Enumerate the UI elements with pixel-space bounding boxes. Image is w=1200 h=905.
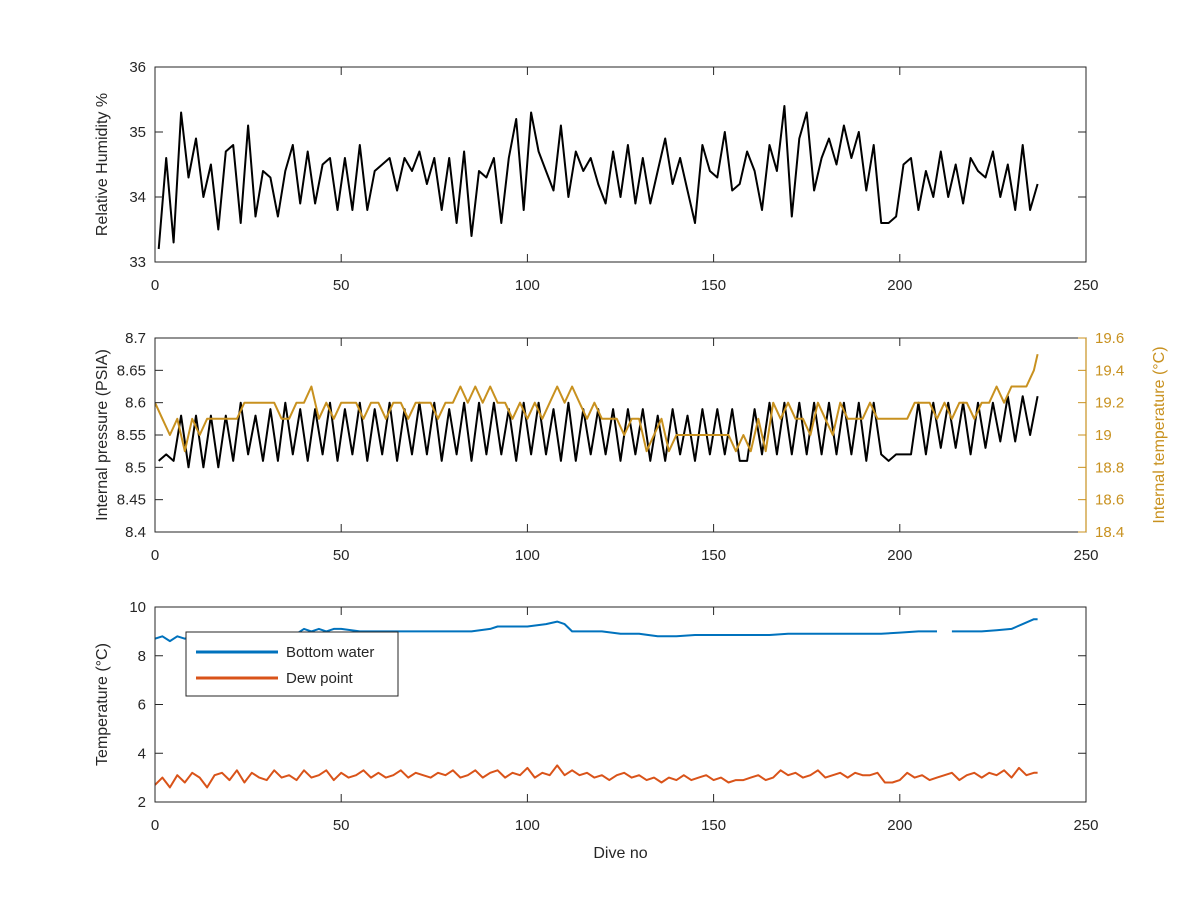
y-tick-label: 8.5 bbox=[125, 459, 146, 476]
y-tick-label: 35 bbox=[129, 124, 146, 141]
chart-panel-1: 0 50 100 150 200 250 33 34 35 36 Relative Humidity… bbox=[94, 59, 1099, 294]
y-tick-label: 8.45 bbox=[117, 492, 146, 509]
y-tick-label: 36 bbox=[129, 59, 146, 76]
y-tick-label: 8.65 bbox=[117, 362, 146, 379]
y-tick-label-right: 18.8 bbox=[1095, 459, 1124, 476]
x-tick-label: 100 bbox=[515, 547, 540, 564]
x-tick-label: 200 bbox=[887, 547, 912, 564]
y-tick-label: 8.7 bbox=[125, 330, 146, 347]
x-tick-label: 0 bbox=[151, 277, 159, 294]
x-tick-label: 50 bbox=[333, 817, 350, 834]
y-tick-label-right: 19.2 bbox=[1095, 395, 1124, 412]
series-line-3-2 bbox=[155, 764, 1038, 789]
x-tick-label: 50 bbox=[333, 277, 350, 294]
y-axis-label: Temperature (°C) bbox=[94, 643, 111, 766]
x-tick-label: 250 bbox=[1073, 817, 1098, 834]
x-tick-label: 150 bbox=[701, 547, 726, 564]
x-axis-label: Dive no bbox=[593, 845, 647, 862]
x-tick-label: 100 bbox=[515, 277, 540, 294]
x-tick-label: 150 bbox=[701, 277, 726, 294]
x-tick-label: 50 bbox=[333, 547, 350, 564]
y-tick-label: 33 bbox=[129, 254, 146, 271]
x-tick-label: 0 bbox=[151, 547, 159, 564]
legend-box bbox=[185, 631, 399, 697]
y-tick-label-right: 18.6 bbox=[1095, 492, 1124, 509]
chart-panel-3: 0 50 100 150 200 250 2 4 6 8 10 Temperature (°C) Div… bbox=[94, 599, 1099, 862]
y-tick-label: 34 bbox=[129, 189, 146, 206]
y-tick-label: 8.55 bbox=[117, 427, 146, 444]
y-tick-label: 8 bbox=[138, 648, 146, 665]
legend: Bottom water Dew point bbox=[185, 631, 399, 697]
y-tick-label: 4 bbox=[138, 745, 146, 762]
x-tick-label: 200 bbox=[887, 817, 912, 834]
chart-panel-2: 0 50 100 150 200 250 8.4 8.45 8.5 8.55 8.6 8.65 8.7 1… bbox=[94, 330, 1168, 564]
series-line-2-1 bbox=[158, 395, 1039, 469]
x-tick-label: 100 bbox=[515, 817, 540, 834]
axes-box bbox=[154, 337, 1087, 533]
legend-label: Dew point bbox=[286, 670, 354, 687]
y-axis-label: Relative Humidity % bbox=[94, 93, 111, 236]
x-tick-label: 250 bbox=[1073, 277, 1098, 294]
x-tick-label: 0 bbox=[151, 817, 159, 834]
x-tick-label: 150 bbox=[701, 817, 726, 834]
x-tick-label: 200 bbox=[887, 277, 912, 294]
y-tick-label: 8.4 bbox=[125, 524, 146, 541]
axes-box bbox=[154, 66, 1087, 263]
y-axis-label-right: Internal temperature (°C) bbox=[1151, 346, 1168, 523]
y-axis-label: Internal pressure (PSIA) bbox=[94, 349, 111, 521]
y-tick-label-right: 18.4 bbox=[1095, 524, 1124, 541]
x-tick-label: 250 bbox=[1073, 547, 1098, 564]
y-tick-label: 2 bbox=[138, 794, 146, 811]
y-tick-label-right: 19.6 bbox=[1095, 330, 1124, 347]
series-line-1-1 bbox=[157, 105, 1039, 250]
y-tick-label-right: 19 bbox=[1095, 427, 1112, 444]
y-tick-label: 6 bbox=[138, 697, 146, 714]
legend-label: Bottom water bbox=[286, 644, 374, 661]
y-tick-label-right: 19.4 bbox=[1095, 362, 1124, 379]
y-tick-label: 10 bbox=[129, 599, 146, 616]
series-line-2-2 bbox=[155, 353, 1039, 453]
y-tick-label: 8.6 bbox=[125, 395, 146, 412]
